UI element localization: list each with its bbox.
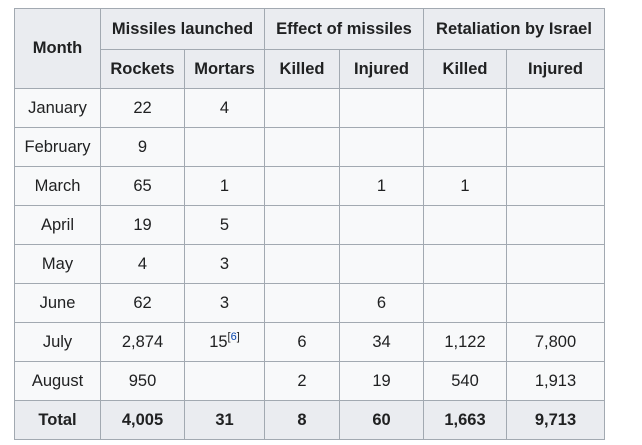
cell-retaliation-killed <box>423 244 507 284</box>
cell-retaliation-injured: 7,800 <box>506 322 605 362</box>
cell-retaliation-killed <box>423 205 507 245</box>
cell-month: April <box>14 205 101 245</box>
cell-rockets: 2,874 <box>100 322 185 362</box>
header-mortars: Mortars <box>184 49 265 89</box>
cell-effect-injured: 19 <box>339 361 424 401</box>
cell-mortars: 3 <box>184 244 265 284</box>
cell-retaliation-injured <box>506 283 605 323</box>
cell-effect-killed <box>264 127 340 167</box>
cell-effect-injured <box>339 244 424 284</box>
cell-rockets: 19 <box>100 205 185 245</box>
cell-effect-killed: 6 <box>264 322 340 362</box>
header-retaliation-injured: Injured <box>506 49 605 89</box>
cell-rockets: 950 <box>100 361 185 401</box>
total-rockets: 4,005 <box>100 400 185 440</box>
cell-month: June <box>14 283 101 323</box>
cell-mortars: 15[6] <box>184 322 265 362</box>
total-retaliation-injured: 9,713 <box>506 400 605 440</box>
cell-effect-killed <box>264 88 340 128</box>
cell-month: January <box>14 88 101 128</box>
header-month: Month <box>14 8 101 89</box>
cell-retaliation-injured <box>506 88 605 128</box>
cell-month: May <box>14 244 101 284</box>
cell-rockets: 22 <box>100 88 185 128</box>
total-mortars: 31 <box>184 400 265 440</box>
cell-retaliation-injured: 1,913 <box>506 361 605 401</box>
header-row-sub: Rockets Mortars Killed Injured Killed In… <box>15 49 605 89</box>
missiles-table: Month Missiles launched Effect of missil… <box>14 8 605 440</box>
cell-retaliation-killed: 1 <box>423 166 507 206</box>
cell-rockets: 65 <box>100 166 185 206</box>
total-retaliation-killed: 1,663 <box>423 400 507 440</box>
cell-retaliation-killed: 540 <box>423 361 507 401</box>
cell-effect-injured: 6 <box>339 283 424 323</box>
cell-effect-injured: 34 <box>339 322 424 362</box>
table-row: July 2,874 15[6] 6 34 1,122 7,800 <box>14 322 605 362</box>
cell-month: February <box>14 127 101 167</box>
table-row: August 950 2 19 540 1,913 <box>14 361 605 401</box>
header-retaliation-by-israel: Retaliation by Israel <box>423 8 605 50</box>
cell-retaliation-injured <box>506 127 605 167</box>
table-row: June 62 3 6 <box>14 283 605 323</box>
mortars-value: 15 <box>209 332 228 351</box>
cell-effect-injured <box>339 205 424 245</box>
table-container: Month Missiles launched Effect of missil… <box>14 8 605 440</box>
cell-effect-killed <box>264 283 340 323</box>
header-rockets: Rockets <box>100 49 185 89</box>
header-row-top: Month Missiles launched Effect of missil… <box>14 8 605 89</box>
cell-rockets: 4 <box>100 244 185 284</box>
cell-rockets: 9 <box>100 127 185 167</box>
total-effect-injured: 60 <box>339 400 424 440</box>
cell-effect-killed <box>264 244 340 284</box>
cell-mortars: 5 <box>184 205 265 245</box>
cell-effect-killed: 2 <box>264 361 340 401</box>
cell-month: August <box>14 361 101 401</box>
cell-retaliation-killed <box>423 283 507 323</box>
cell-retaliation-injured <box>506 205 605 245</box>
total-label: Total <box>14 400 101 440</box>
cell-effect-injured <box>339 127 424 167</box>
cell-month: July <box>14 322 101 362</box>
cell-mortars: 4 <box>184 88 265 128</box>
table-row: March 65 1 1 1 <box>14 166 605 206</box>
table-row: January 22 4 <box>14 88 605 128</box>
header-effect-killed: Killed <box>264 49 340 89</box>
cell-retaliation-killed <box>423 88 507 128</box>
table-row: May 4 3 <box>14 244 605 284</box>
cell-retaliation-killed: 1,122 <box>423 322 507 362</box>
cell-retaliation-injured <box>506 244 605 284</box>
total-effect-killed: 8 <box>264 400 340 440</box>
cell-retaliation-killed <box>423 127 507 167</box>
cell-mortars <box>184 361 265 401</box>
cell-rockets: 62 <box>100 283 185 323</box>
cell-effect-injured: 1 <box>339 166 424 206</box>
cell-retaliation-injured <box>506 166 605 206</box>
reference-link[interactable]: [6] <box>227 330 240 343</box>
cell-mortars: 3 <box>184 283 265 323</box>
header-retaliation-killed: Killed <box>423 49 507 89</box>
cell-month: March <box>14 166 101 206</box>
cell-mortars: 1 <box>184 166 265 206</box>
table-row: February 9 <box>14 127 605 167</box>
total-row: Total 4,005 31 8 60 1,663 9,713 <box>14 400 605 440</box>
cell-effect-killed <box>264 166 340 206</box>
cell-effect-killed <box>264 205 340 245</box>
header-effect-of-missiles: Effect of missiles <box>264 8 424 50</box>
table-row: April 19 5 <box>14 205 605 245</box>
cell-effect-injured <box>339 88 424 128</box>
reference-number[interactable]: 6 <box>230 330 237 343</box>
header-effect-injured: Injured <box>339 49 424 89</box>
cell-mortars <box>184 127 265 167</box>
header-missiles-launched: Missiles launched <box>100 8 265 50</box>
